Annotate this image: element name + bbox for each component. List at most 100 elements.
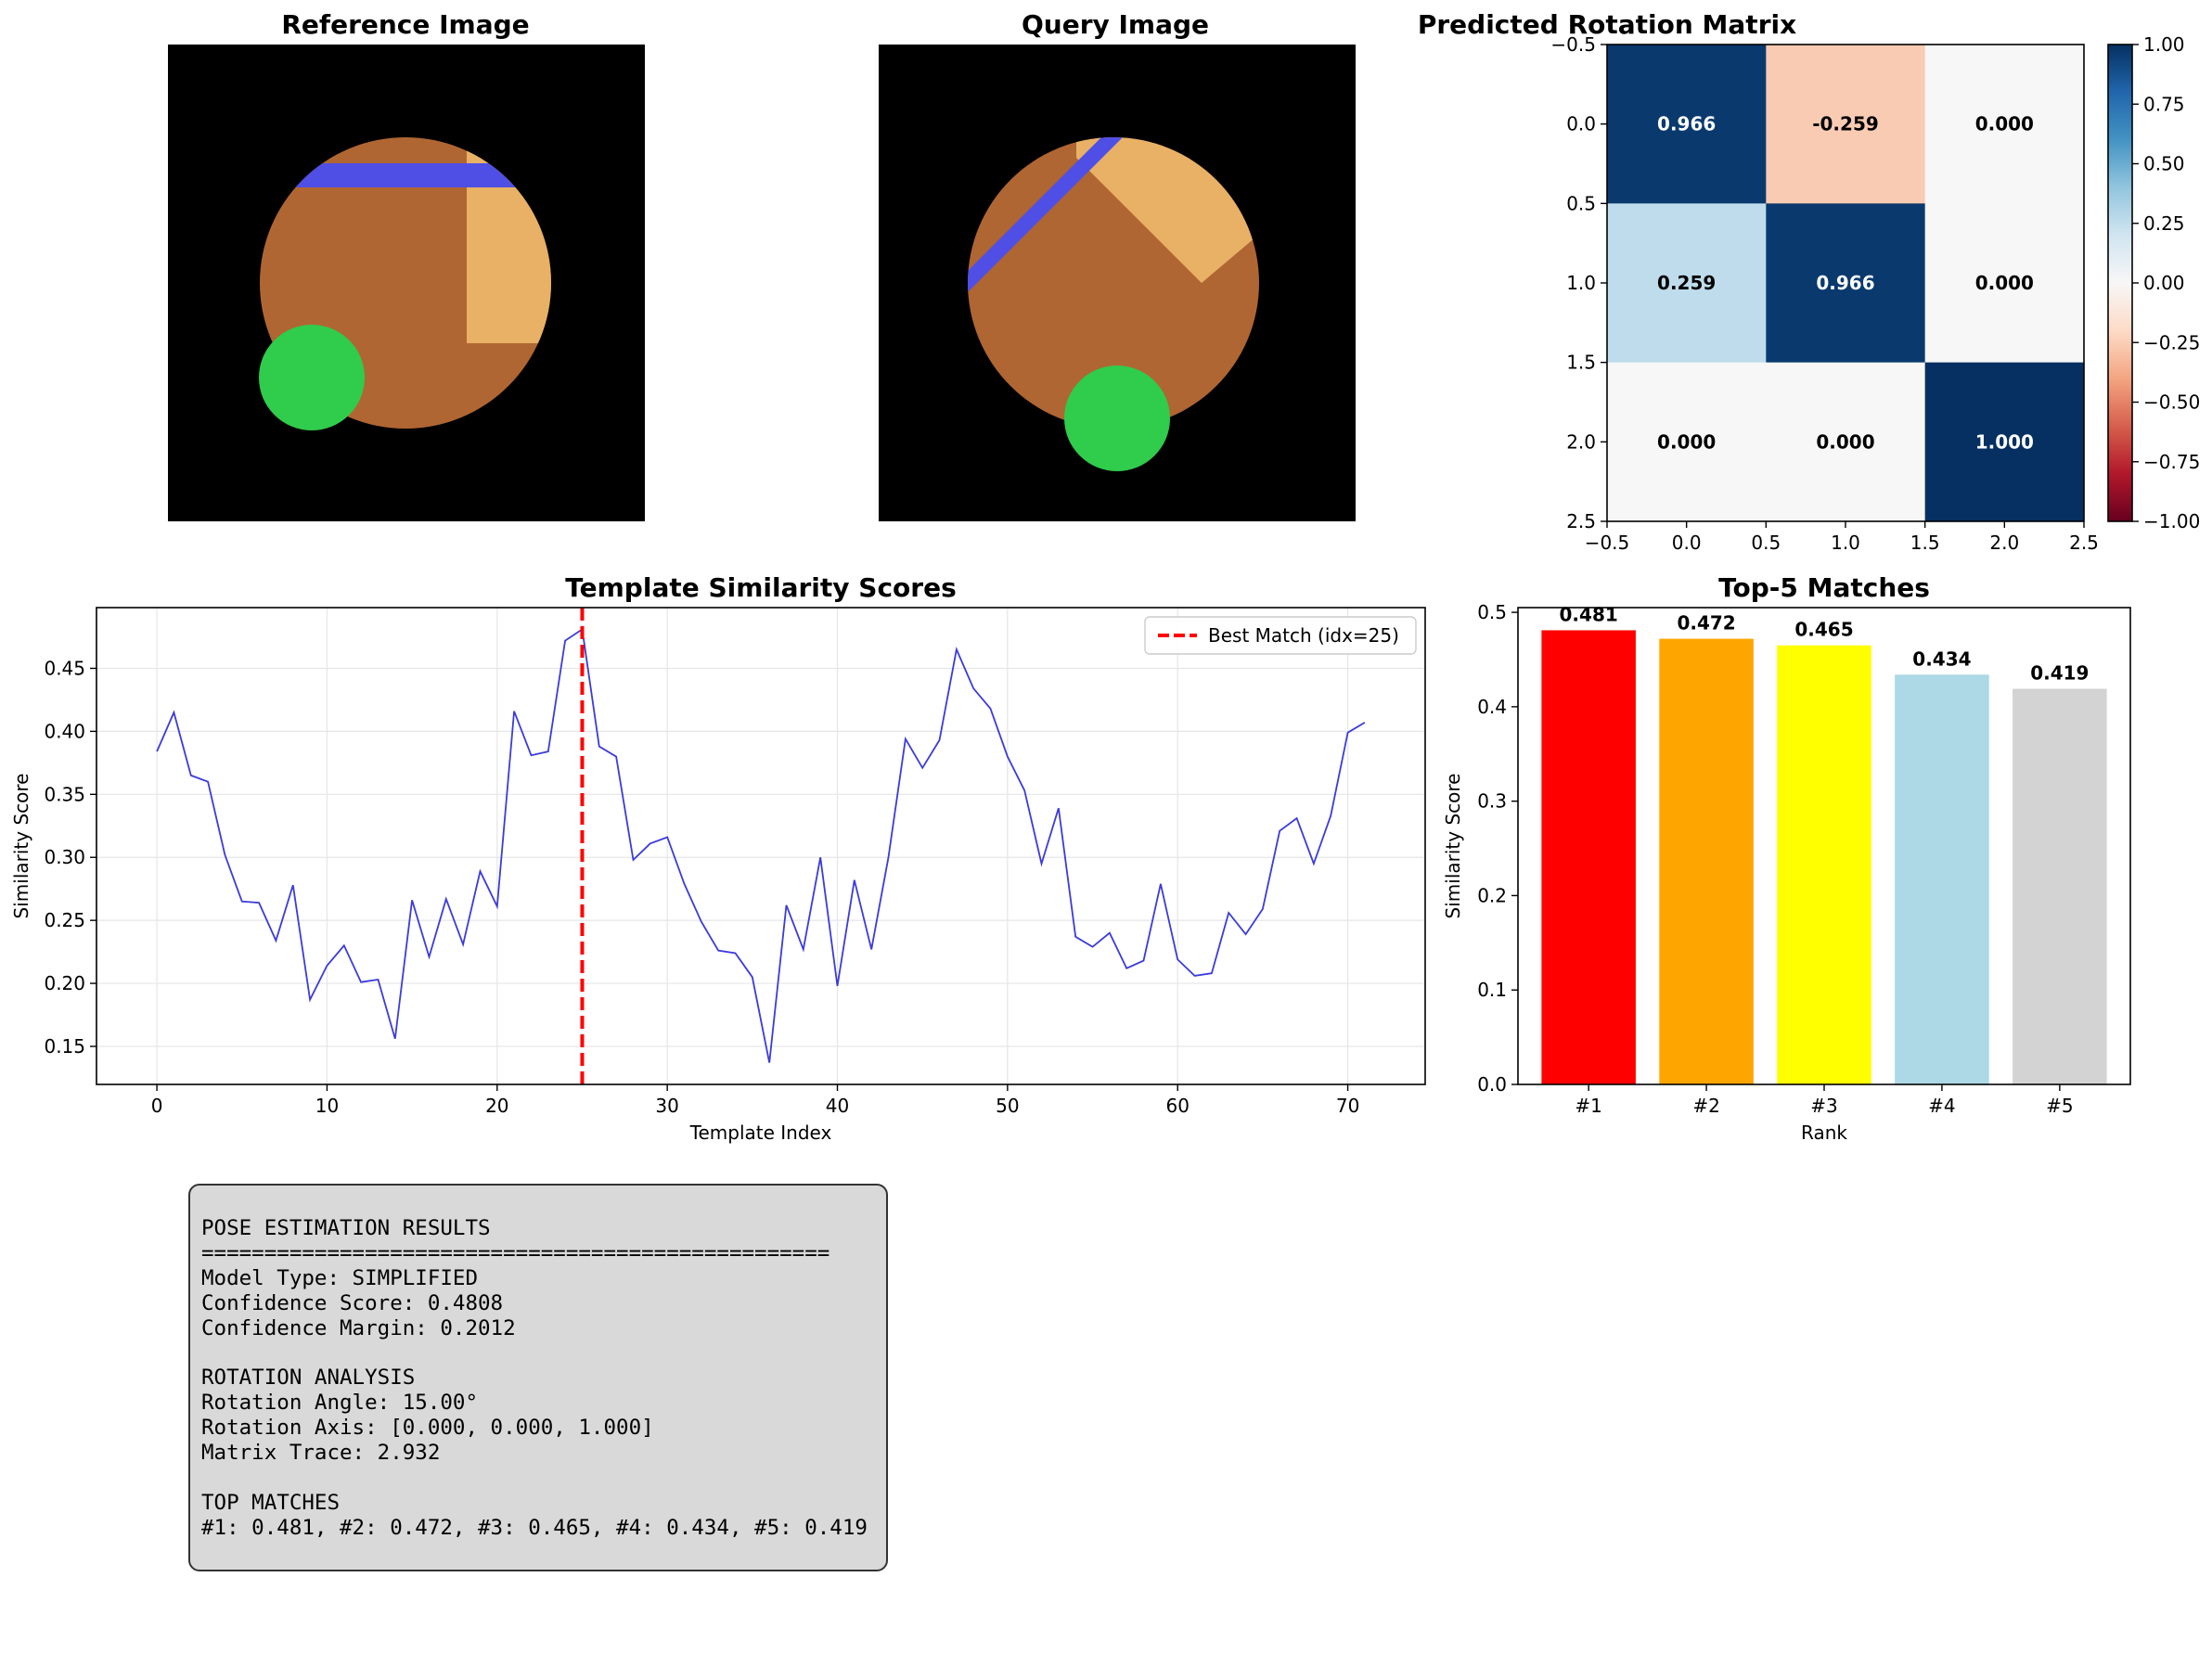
heatmap-cell-label: 0.000 [1816, 430, 1874, 453]
results-line: Rotation Axis: [0.000, 0.000, 1.000] [201, 1416, 654, 1441]
reference-image-title: Reference Image [281, 9, 529, 40]
line-chart-y-label: Similarity Score [10, 774, 32, 919]
results-line: ========================================… [201, 1240, 830, 1265]
bar [1541, 630, 1636, 1084]
line-chart-frame [96, 607, 1426, 1085]
heatmap-cell-label: 1.000 [1975, 430, 2034, 453]
bar-x-tick-label: #4 [1928, 1095, 1955, 1117]
line-chart-x-tick-label: 50 [996, 1095, 1019, 1117]
bar-y-tick-label: 0.1 [1477, 979, 1507, 1001]
heatmap-cell [1607, 203, 1767, 364]
bar-x-tick-label: #2 [1692, 1095, 1719, 1117]
line-chart-x-tick-label: 10 [315, 1095, 339, 1117]
line-chart-x-tick-label: 60 [1165, 1095, 1189, 1117]
bar [1659, 638, 1754, 1084]
rotation-matrix-heatmap: Predicted Rotation Matrix 0.966 -0.259 0.0… [1418, 9, 2200, 554]
heatmap-y-tick-label: 0.5 [1566, 192, 1596, 214]
line-chart-title: Template Similarity Scores [565, 572, 957, 603]
colorbar-tick-label: 0.00 [2143, 272, 2185, 294]
colorbar [2107, 44, 2133, 522]
line-chart-x-label: Template Index [689, 1122, 832, 1144]
line-chart-y-tick-label: 0.35 [44, 783, 85, 805]
line-chart-y-tick-label: 0.40 [44, 720, 85, 742]
top-5-matches-bar-chart: Top-5 Matches 0.481 0.472 0.4650.4340.419 … [1442, 572, 2131, 1144]
heatmap-cell-label: 0.000 [1975, 113, 2034, 135]
line-chart-x-tick-label: 40 [826, 1095, 849, 1117]
bar-y-tick-label: 0.2 [1477, 884, 1507, 906]
bar-x-tick-label: #3 [1810, 1095, 1837, 1117]
colorbar-tick-label: 0.50 [2143, 153, 2185, 175]
legend-box [1144, 616, 1417, 655]
heatmap-y-tick-label: −0.5 [1550, 33, 1596, 56]
colorbar-tick-label: −0.50 [2143, 391, 2200, 414]
pose-estimation-results-box: POSE ESTIMATION RESULTS =================… [188, 1184, 888, 1571]
query-blue-band [968, 137, 1130, 295]
bar-y-tick-label: 0.0 [1477, 1073, 1507, 1096]
line-chart-x-tick-label: 0 [151, 1095, 163, 1117]
bar-y-tick-label: 0.3 [1477, 790, 1507, 813]
results-line [201, 1466, 886, 1491]
heatmap-cell [1766, 203, 1926, 364]
line-chart-y-tick-label: 0.30 [44, 846, 85, 868]
heatmap-cell-label: 0.966 [1657, 113, 1716, 135]
heatmap-x-tick-label: 2.0 [1989, 532, 2019, 554]
similarity-score-line [156, 627, 1366, 1063]
bar-y-tick-label: 0.4 [1477, 696, 1507, 718]
heatmap-y-tick-label: 1.5 [1566, 352, 1596, 374]
results-line: Confidence Score: 0.4808 [201, 1290, 504, 1315]
query-green-dot [1064, 365, 1170, 471]
reference-green-dot [259, 325, 365, 430]
colorbar-tick-label: −0.25 [2143, 331, 2200, 353]
results-line: Confidence Margin: 0.2012 [201, 1315, 516, 1340]
bar-chart-frame [1517, 607, 2131, 1085]
bar-value-label: 0.419 [2030, 662, 2089, 685]
results-line: TOP MATCHES [201, 1490, 341, 1515]
line-chart-x-tick-label: 20 [485, 1095, 508, 1117]
results-line: ROTATION ANALYSIS [201, 1366, 416, 1391]
line-chart-x-tick-label: 70 [1336, 1095, 1359, 1117]
colorbar-tick-label: 0.75 [2143, 93, 2185, 115]
bar [2013, 688, 2107, 1084]
results-line: POSE ESTIMATION RESULTS [201, 1216, 491, 1240]
template-similarity-line-chart: Template Similarity Scores 0 10 20 30 40 50 60… [10, 572, 1426, 1144]
bar-chart-title: Top-5 Matches [1718, 572, 1930, 603]
heatmap-title: Predicted Rotation Matrix [1418, 9, 1796, 40]
line-chart-y-tick-label: 0.15 [44, 1035, 85, 1058]
results-line: Matrix Trace: 2.932 [201, 1441, 441, 1466]
bar-value-label: 0.472 [1677, 612, 1735, 635]
heatmap-frame [1606, 44, 2085, 522]
colorbar-tick-label: 0.25 [2143, 212, 2185, 235]
heatmap-x-tick-label: 2.5 [2069, 532, 2099, 554]
line-chart-y-tick-label: 0.20 [44, 972, 85, 994]
heatmap-cell [1924, 45, 2085, 204]
heatmap-cell [1766, 362, 1926, 522]
bar-value-label: 0.481 [1560, 603, 1618, 625]
heatmap-cell [1607, 362, 1767, 522]
line-chart-y-tick-label: 0.25 [44, 909, 85, 931]
line-chart-y-tick-label: 0.45 [44, 657, 85, 679]
bar-y-tick-label: 0.5 [1477, 601, 1507, 623]
bar-value-label: 0.465 [1794, 619, 1853, 641]
heatmap-cell [1924, 203, 2085, 364]
heatmap-y-tick-label: 2.5 [1566, 510, 1596, 532]
results-line: #1: 0.481, #2: 0.472, #3: 0.465, #4: 0.4… [201, 1515, 868, 1540]
heatmap-cell [1924, 362, 2085, 522]
colorbar-tick-label: −1.00 [2143, 510, 2200, 532]
line-chart-x-tick-label: 30 [655, 1095, 678, 1117]
results-line: Model Type: SIMPLIFIED [201, 1265, 479, 1290]
bar [1895, 674, 1989, 1084]
heatmap-cell-label: 0.259 [1657, 272, 1716, 294]
colorbar-tick-label: 1.00 [2143, 33, 2185, 56]
heatmap-x-tick-label: 0.5 [1751, 532, 1781, 554]
heatmap-x-tick-label: 1.0 [1831, 532, 1860, 554]
heatmap-x-tick-label: −0.5 [1585, 532, 1630, 554]
heatmap-y-tick-label: 2.0 [1566, 430, 1596, 453]
heatmap-cell-label: 0.000 [1975, 272, 2034, 294]
reference-image-panel: Reference Image [168, 9, 645, 521]
heatmap-cell-label: 0.000 [1657, 430, 1716, 453]
heatmap-cell [1607, 45, 1767, 204]
results-line: Rotation Angle: 15.00° [201, 1391, 479, 1416]
bar [1777, 645, 1871, 1084]
bar-value-label: 0.434 [1912, 647, 1971, 670]
